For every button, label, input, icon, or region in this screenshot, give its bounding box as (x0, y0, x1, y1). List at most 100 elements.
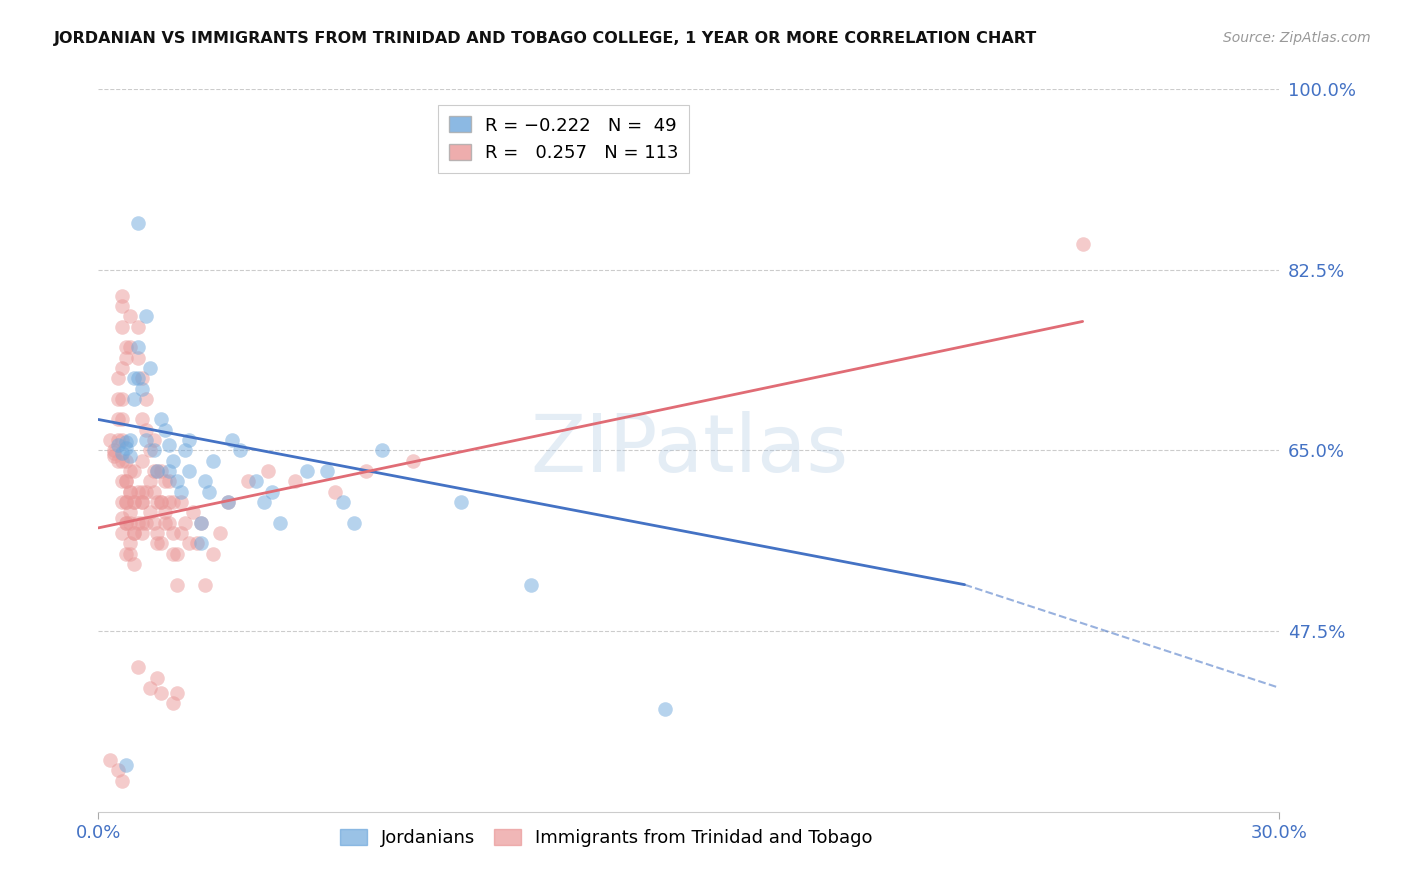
Point (115, 516, 138, 530)
Point (122, 392, 145, 406)
Point (146, 671, 169, 685)
Point (142, 443, 165, 458)
Point (131, 495, 153, 509)
Point (155, 475, 177, 489)
Point (122, 526, 145, 541)
Point (118, 433, 141, 447)
Point (253, 495, 276, 509)
Point (332, 495, 354, 509)
Point (150, 536, 173, 550)
Point (170, 484, 193, 499)
Point (157, 495, 180, 509)
Point (138, 443, 160, 458)
Point (135, 392, 157, 406)
Point (111, 773, 134, 788)
Point (111, 392, 134, 406)
Point (107, 764, 129, 778)
Point (142, 464, 165, 478)
Point (157, 516, 180, 530)
Point (131, 516, 153, 530)
Point (115, 516, 138, 530)
Point (118, 505, 141, 519)
Point (138, 505, 160, 519)
Point (343, 516, 366, 530)
Point (135, 310, 157, 324)
Point (111, 299, 134, 313)
Point (131, 495, 153, 509)
Point (201, 547, 224, 561)
Point (118, 547, 141, 561)
Point (107, 433, 129, 447)
Point (135, 433, 157, 447)
Point (354, 464, 377, 478)
Point (127, 351, 149, 365)
Text: Source: ZipAtlas.com: Source: ZipAtlas.com (1223, 31, 1371, 45)
Point (284, 475, 307, 489)
Point (118, 340, 141, 354)
Point (295, 464, 318, 478)
Point (107, 392, 129, 406)
Point (111, 412, 134, 426)
Point (103, 449, 125, 463)
Point (107, 412, 129, 426)
Point (142, 484, 165, 499)
Point (146, 464, 169, 478)
Point (115, 758, 138, 772)
Point (122, 371, 145, 385)
Text: ZIPatlas: ZIPatlas (530, 411, 848, 490)
Point (127, 340, 149, 354)
Point (127, 371, 149, 385)
Point (155, 423, 177, 437)
Point (315, 464, 337, 478)
Point (115, 435, 138, 450)
Point (131, 371, 153, 385)
Point (131, 526, 153, 541)
Point (209, 526, 232, 541)
Point (122, 464, 145, 478)
Point (166, 577, 188, 591)
Point (402, 454, 425, 468)
Point (245, 475, 267, 489)
Point (118, 536, 141, 550)
Point (127, 484, 149, 499)
Point (115, 475, 138, 489)
Point (146, 464, 169, 478)
Point (111, 319, 134, 334)
Point (98, 433, 121, 447)
Point (155, 505, 177, 519)
Point (236, 475, 259, 489)
Point (122, 526, 145, 541)
Point (371, 443, 394, 458)
Point (194, 475, 217, 489)
Point (111, 360, 134, 375)
Point (122, 557, 145, 571)
Legend: Jordanians, Immigrants from Trinidad and Tobago: Jordanians, Immigrants from Trinidad and… (333, 822, 880, 855)
Point (142, 433, 165, 447)
Point (217, 495, 239, 509)
Point (115, 442, 138, 456)
Point (127, 516, 149, 530)
Point (131, 484, 153, 499)
Point (181, 505, 204, 519)
Point (135, 423, 157, 437)
Point (150, 686, 173, 700)
Point (118, 449, 141, 463)
Point (111, 526, 134, 541)
Point (107, 454, 129, 468)
Point (221, 433, 243, 447)
Point (111, 510, 134, 524)
Point (118, 484, 141, 499)
Point (122, 495, 145, 509)
Point (122, 495, 145, 509)
Point (115, 495, 138, 509)
Point (150, 495, 173, 509)
Point (229, 443, 252, 458)
Point (269, 516, 291, 530)
Point (170, 495, 193, 509)
Point (142, 516, 165, 530)
Point (115, 547, 138, 561)
Point (155, 516, 177, 530)
Point (162, 454, 184, 468)
Point (115, 475, 138, 489)
Point (450, 495, 472, 509)
